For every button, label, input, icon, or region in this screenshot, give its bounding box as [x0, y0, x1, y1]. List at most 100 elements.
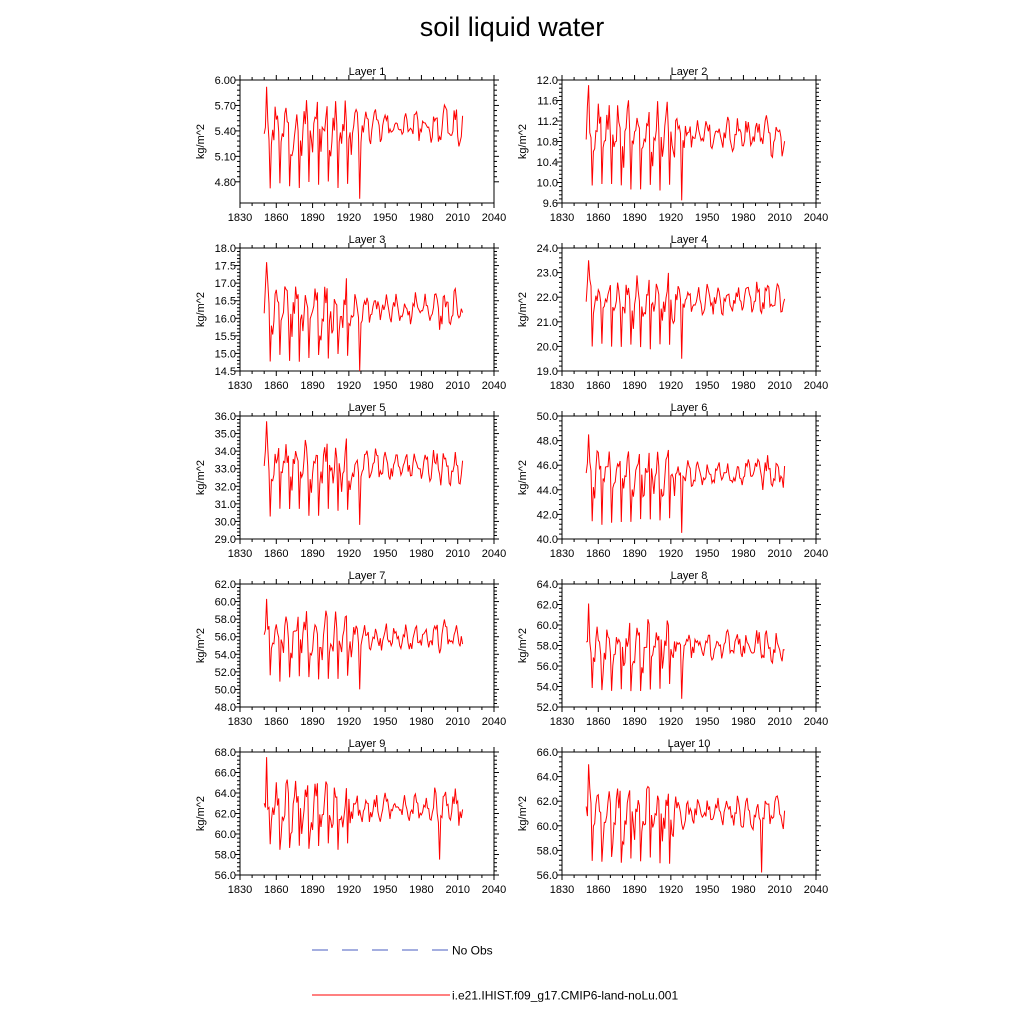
y-tick-label: 52.0	[537, 702, 558, 714]
y-tick-label: 22.0	[537, 292, 558, 304]
x-tick-label: 1860	[264, 380, 288, 392]
panel-layer-8: Layer 8 kg/m^2 52.0 54.0 56.0 58.0 60.0 62.0 64.…	[517, 570, 828, 728]
x-tick-label: 1830	[228, 716, 252, 728]
y-tick-label: 50.0	[537, 411, 558, 423]
y-tick-label: 5.70	[215, 100, 236, 112]
x-tick-label: 1860	[586, 548, 610, 560]
y-tick-label: 35.0	[215, 429, 236, 441]
x-tick-label: 2010	[767, 884, 791, 896]
model-series-line	[585, 85, 786, 201]
y-tick-label: 58.0	[215, 614, 236, 626]
y-tick-label: 60.0	[215, 597, 236, 609]
x-tick-label: 1920	[337, 884, 361, 896]
x-tick-label: 2040	[482, 212, 506, 224]
panel-layer-2: Layer 2 kg/m^2 9.6 10.0 10.4 10.8 11.2 11.6 12.0…	[517, 66, 828, 224]
y-tick-label: 10.8	[537, 137, 558, 149]
x-tick-label: 1920	[337, 380, 361, 392]
plot-frame	[561, 79, 817, 204]
y-tick-label: 62.0	[537, 796, 558, 808]
panel-layer-5: Layer 5 kg/m^2 29.0 30.0 31.0 32.0 33.0 34.0 35.…	[195, 402, 506, 560]
x-tick-label: 1980	[409, 380, 433, 392]
x-tick-label: 1920	[659, 548, 683, 560]
panel-layer-9: Layer 9 kg/m^2 56.0 58.0 60.0 62.0 64.0 66.0 68.…	[195, 738, 506, 896]
x-tick-label: 2040	[804, 548, 828, 560]
x-tick-label: 2040	[482, 884, 506, 896]
y-tick-label: 24.0	[537, 243, 558, 255]
y-axis-label: kg/m^2	[517, 460, 529, 495]
y-tick-label: 56.0	[537, 661, 558, 673]
y-axis-label: kg/m^2	[195, 628, 207, 663]
y-tick-label: 16.0	[215, 313, 236, 325]
x-tick-label: 2040	[804, 884, 828, 896]
x-tick-label: 1950	[373, 380, 397, 392]
y-tick-label: 54.0	[215, 649, 236, 661]
x-tick-label: 1860	[586, 380, 610, 392]
x-tick-label: 1830	[228, 380, 252, 392]
y-tick-label: 40.0	[537, 534, 558, 546]
panel-layer-4: Layer 4 kg/m^2 19.0 20.0 21.0 22.0 23.0 24.0 183…	[517, 234, 828, 392]
y-tick-label: 21.0	[537, 317, 558, 329]
y-axis-label: kg/m^2	[195, 292, 207, 327]
x-tick-label: 2040	[482, 548, 506, 560]
x-tick-label: 1920	[337, 548, 361, 560]
panel-title: Layer 2	[671, 66, 708, 78]
y-tick-label: 56.0	[537, 870, 558, 882]
y-tick-label: 17.5	[215, 261, 236, 273]
y-tick-label: 10.0	[537, 178, 558, 190]
plot-frame	[239, 751, 495, 876]
panel-title: Layer 6	[671, 402, 708, 414]
plot-frame	[239, 583, 495, 708]
y-tick-label: 23.0	[537, 268, 558, 280]
y-tick-label: 56.0	[215, 870, 236, 882]
y-tick-label: 29.0	[215, 534, 236, 546]
x-tick-label: 1830	[550, 548, 574, 560]
x-tick-label: 2010	[767, 716, 791, 728]
x-tick-label: 1980	[731, 380, 755, 392]
plot-frame	[239, 247, 495, 372]
y-tick-label: 48.0	[215, 702, 236, 714]
panel-layer-10: Layer 10 kg/m^2 56.0 58.0 60.0 62.0 64.0 66.0 18…	[517, 738, 828, 896]
panel-title: Layer 3	[349, 234, 386, 246]
x-tick-label: 1890	[300, 380, 324, 392]
x-tick-label: 2040	[482, 716, 506, 728]
y-tick-label: 11.6	[537, 96, 558, 108]
y-tick-label: 56.0	[215, 632, 236, 644]
plot-frame	[561, 751, 817, 876]
x-tick-label: 2040	[804, 212, 828, 224]
model-series-line	[585, 764, 786, 873]
y-tick-label: 60.0	[537, 821, 558, 833]
panel-title: Layer 9	[349, 738, 386, 750]
y-tick-label: 6.00	[215, 75, 236, 87]
y-tick-label: 66.0	[215, 768, 236, 780]
x-tick-label: 1980	[731, 716, 755, 728]
y-tick-label: 10.4	[537, 157, 558, 169]
y-tick-label: 42.0	[537, 509, 558, 521]
x-tick-label: 2010	[445, 884, 469, 896]
x-tick-label: 1890	[300, 716, 324, 728]
x-tick-label: 1950	[695, 380, 719, 392]
model-series-line	[585, 603, 785, 699]
y-tick-label: 66.0	[537, 747, 558, 759]
x-tick-label: 1920	[337, 716, 361, 728]
x-tick-label: 1890	[300, 212, 324, 224]
y-axis-label: kg/m^2	[517, 628, 529, 663]
model-series-line	[585, 260, 786, 359]
panel-title: Layer 10	[668, 738, 711, 750]
x-tick-label: 1920	[337, 212, 361, 224]
y-tick-label: 48.0	[537, 436, 558, 448]
y-tick-label: 58.0	[215, 850, 236, 862]
y-tick-label: 46.0	[537, 460, 558, 472]
x-tick-label: 1890	[622, 716, 646, 728]
x-tick-label: 1950	[373, 884, 397, 896]
panel-layer-1: Layer 1 kg/m^2 4.80 5.10 5.40 5.70 6.00 1830 186…	[195, 66, 506, 224]
panel-title: Layer 4	[671, 234, 708, 246]
y-tick-label: 52.0	[215, 667, 236, 679]
x-tick-label: 1890	[622, 380, 646, 392]
y-tick-label: 14.5	[215, 366, 236, 378]
x-tick-label: 2010	[445, 212, 469, 224]
x-tick-label: 1980	[409, 212, 433, 224]
y-tick-label: 33.0	[215, 464, 236, 476]
y-tick-label: 4.80	[215, 177, 236, 189]
x-tick-label: 2010	[767, 380, 791, 392]
y-tick-label: 62.0	[537, 600, 558, 612]
